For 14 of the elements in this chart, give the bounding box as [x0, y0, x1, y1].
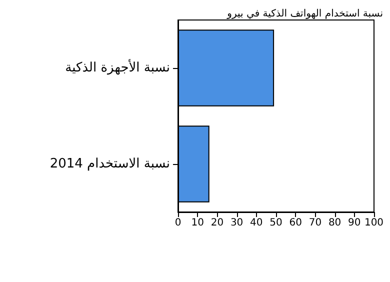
x-tick-label: 90 — [348, 218, 361, 228]
x-tick-label: 0 — [174, 218, 182, 228]
x-tick-label: 60 — [289, 218, 302, 228]
chart-title: نسبة استخدام الهواتف الذكية في بيرو — [226, 8, 384, 20]
y-tick-label: نسبة الاستخدام 2014 — [50, 156, 170, 172]
x-tick-label: 20 — [210, 218, 224, 228]
x-tick-label: 40 — [250, 218, 263, 228]
x-tick-label: 50 — [270, 218, 282, 228]
x-tick-label: 30 — [230, 218, 244, 228]
x-tick-label: 70 — [308, 218, 322, 228]
y-tick-label: نسبة الأجهزة الذكية — [65, 58, 170, 76]
x-tick-label: 100 — [364, 218, 384, 228]
x-tick-label: 10 — [191, 218, 204, 228]
x-tick-label: 80 — [328, 218, 342, 228]
